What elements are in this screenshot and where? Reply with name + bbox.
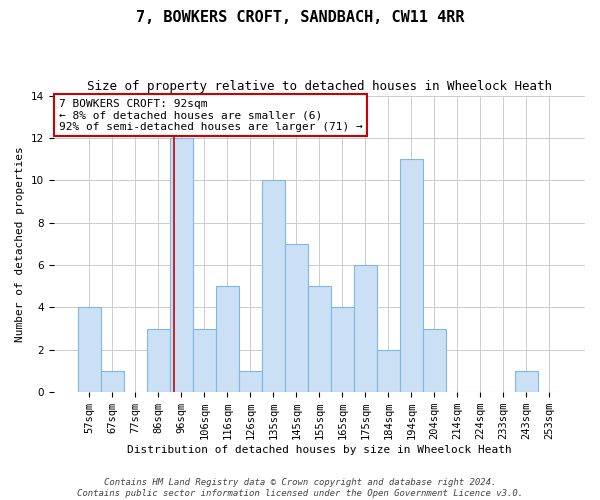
Bar [515,371,538,392]
Bar [262,180,285,392]
X-axis label: Distribution of detached houses by size in Wheelock Heath: Distribution of detached houses by size … [127,445,512,455]
Bar [239,371,262,392]
Bar [400,159,423,392]
Bar [308,286,331,392]
Bar [170,138,193,392]
Bar [77,308,101,392]
Title: Size of property relative to detached houses in Wheelock Heath: Size of property relative to detached ho… [87,80,552,93]
Text: 7, BOWKERS CROFT, SANDBACH, CW11 4RR: 7, BOWKERS CROFT, SANDBACH, CW11 4RR [136,10,464,25]
Bar [193,328,216,392]
Bar [285,244,308,392]
Bar [147,328,170,392]
Bar [377,350,400,392]
Text: Contains HM Land Registry data © Crown copyright and database right 2024.
Contai: Contains HM Land Registry data © Crown c… [77,478,523,498]
Bar [423,328,446,392]
Bar [101,371,124,392]
Text: 7 BOWKERS CROFT: 92sqm
← 8% of detached houses are smaller (6)
92% of semi-detac: 7 BOWKERS CROFT: 92sqm ← 8% of detached … [59,98,362,132]
Bar [216,286,239,392]
Y-axis label: Number of detached properties: Number of detached properties [15,146,25,342]
Bar [354,265,377,392]
Bar [331,308,354,392]
